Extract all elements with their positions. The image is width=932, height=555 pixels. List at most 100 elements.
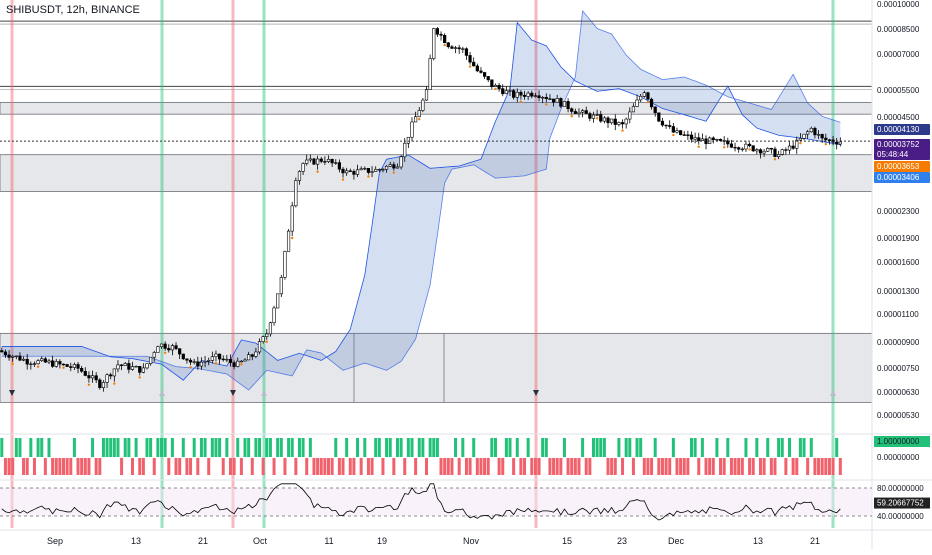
signal-band-0 bbox=[10, 0, 14, 528]
candle bbox=[551, 98, 556, 103]
signal-red bbox=[232, 458, 236, 475]
candle bbox=[272, 307, 276, 324]
signal-green bbox=[127, 438, 131, 457]
signal-red bbox=[642, 458, 646, 475]
candle bbox=[159, 343, 164, 347]
candle bbox=[130, 366, 135, 370]
orange-dot bbox=[468, 65, 472, 68]
ichimoku-span-a bbox=[1, 21, 841, 381]
signal-red bbox=[446, 458, 450, 475]
candle bbox=[279, 277, 283, 295]
time-tick-label: 15 bbox=[562, 536, 572, 546]
orange-dot bbox=[519, 100, 523, 103]
orange-dot bbox=[163, 351, 167, 354]
candle bbox=[265, 333, 269, 337]
signal-green bbox=[809, 438, 813, 457]
signal-red bbox=[425, 458, 429, 475]
signal-red bbox=[679, 458, 683, 475]
signal-green bbox=[301, 438, 305, 457]
price-badge-1 bbox=[874, 139, 930, 150]
candle bbox=[537, 95, 541, 99]
signal-green bbox=[472, 438, 476, 457]
price-badge-0 bbox=[874, 124, 930, 135]
signal-red bbox=[719, 458, 723, 475]
signal-arrow-0 bbox=[9, 390, 15, 396]
candle bbox=[207, 360, 211, 362]
rsi-tick-last: 59.20667752 bbox=[877, 499, 924, 508]
signal-green bbox=[671, 438, 675, 457]
signal-badge bbox=[874, 436, 930, 447]
signal-red bbox=[468, 458, 472, 475]
orange-dot bbox=[113, 382, 116, 385]
price-tick-label: 0.00001900 bbox=[877, 234, 920, 243]
candle bbox=[196, 361, 200, 367]
candle bbox=[83, 371, 87, 376]
signal-green bbox=[214, 438, 218, 457]
candle bbox=[392, 164, 396, 169]
candle bbox=[729, 143, 734, 148]
signal-green bbox=[276, 438, 280, 457]
candle bbox=[403, 142, 407, 158]
orange-dot bbox=[36, 365, 40, 368]
candle bbox=[163, 343, 167, 349]
time-tick-label: Dec bbox=[668, 536, 685, 546]
candle bbox=[203, 360, 207, 363]
candle bbox=[602, 117, 606, 122]
candle bbox=[374, 169, 378, 172]
signal-arrow-1 bbox=[159, 390, 165, 396]
candle bbox=[290, 205, 294, 232]
signal-red bbox=[486, 458, 490, 475]
candle bbox=[363, 168, 367, 170]
candle bbox=[395, 166, 400, 169]
candle bbox=[381, 168, 385, 171]
signal-band-3 bbox=[262, 0, 266, 528]
candle bbox=[635, 99, 639, 107]
candle bbox=[751, 145, 755, 152]
price-tick-label: 0.00000900 bbox=[877, 338, 920, 347]
candle bbox=[40, 358, 44, 361]
signal-red bbox=[566, 458, 570, 475]
signal-red bbox=[613, 458, 617, 475]
signal-green bbox=[700, 438, 704, 457]
candle bbox=[744, 143, 748, 150]
candle bbox=[218, 353, 222, 360]
signal-red bbox=[646, 458, 650, 475]
time-tick-label: 13 bbox=[131, 536, 141, 546]
signal-green bbox=[508, 438, 512, 457]
candle bbox=[90, 375, 95, 379]
candle bbox=[464, 48, 469, 56]
candle bbox=[305, 159, 309, 164]
signal-red bbox=[606, 458, 610, 475]
price-tick-label: 0.00000530 bbox=[877, 411, 920, 420]
candle bbox=[573, 111, 577, 114]
signal-green bbox=[406, 438, 410, 457]
candle bbox=[210, 356, 214, 361]
signal-green bbox=[47, 438, 51, 457]
signal-green bbox=[635, 438, 639, 457]
signal-green bbox=[123, 438, 127, 457]
signal-green bbox=[541, 438, 545, 457]
candle bbox=[501, 88, 505, 95]
signal-green bbox=[653, 438, 657, 457]
orange-dot bbox=[595, 117, 599, 120]
candle bbox=[276, 293, 280, 309]
signal-red bbox=[838, 458, 842, 475]
candle bbox=[312, 158, 316, 165]
candle bbox=[718, 138, 723, 141]
candle bbox=[294, 180, 298, 207]
signal-red bbox=[341, 458, 345, 475]
signal-red bbox=[729, 458, 733, 475]
signal-red bbox=[312, 458, 316, 475]
signal-red bbox=[316, 458, 320, 475]
candle bbox=[606, 117, 610, 124]
candle bbox=[668, 125, 672, 127]
candle bbox=[435, 28, 440, 35]
orange-dot bbox=[646, 100, 650, 104]
candle bbox=[330, 159, 334, 164]
signal-green bbox=[581, 438, 585, 457]
signal-red bbox=[827, 458, 831, 475]
signal-green bbox=[744, 438, 748, 457]
signal-green bbox=[192, 438, 196, 457]
